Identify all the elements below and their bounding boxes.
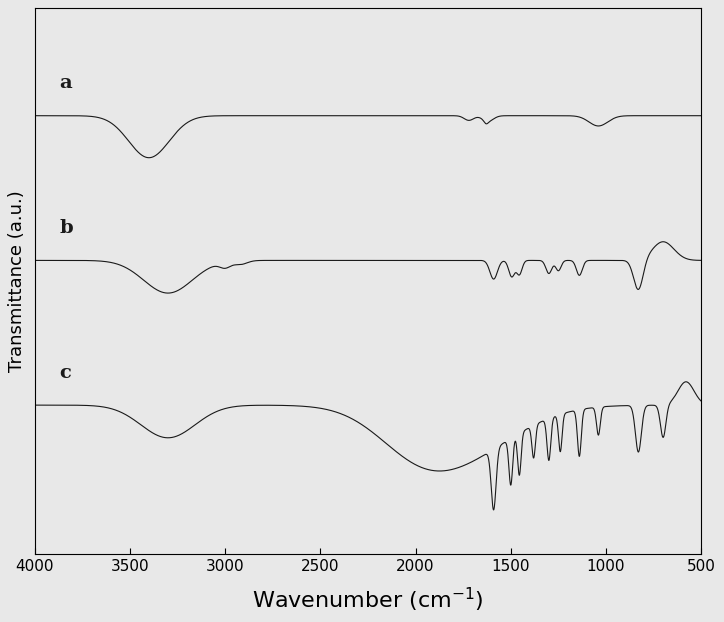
X-axis label: Wavenumber (cm$^{-1}$): Wavenumber (cm$^{-1}$) <box>252 585 484 614</box>
Y-axis label: Transmittance (a.u.): Transmittance (a.u.) <box>9 190 26 373</box>
Text: b: b <box>59 219 73 237</box>
Text: c: c <box>59 364 71 382</box>
Text: a: a <box>59 75 72 92</box>
